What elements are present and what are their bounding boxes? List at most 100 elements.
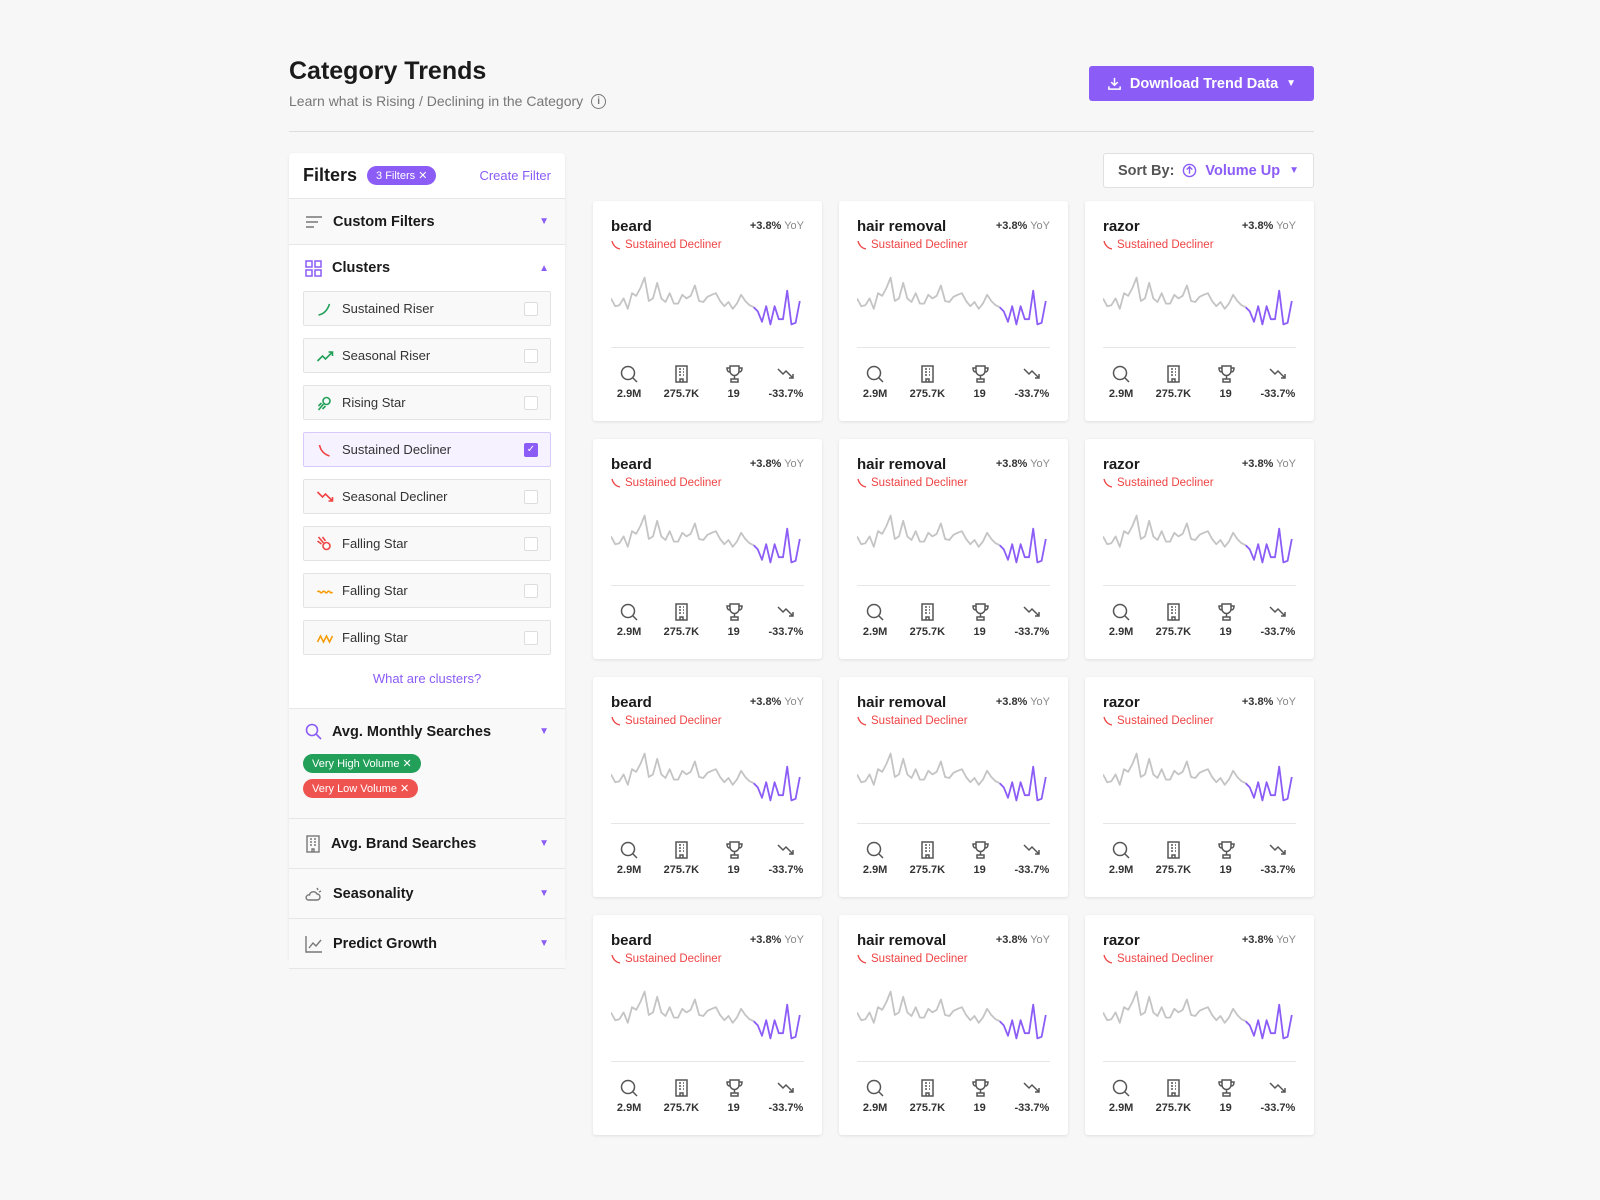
yoy-change: +3.8% YoY (750, 458, 804, 470)
trend-icon (1269, 606, 1286, 617)
card-divider (857, 1061, 1050, 1062)
trend-card[interactable]: hair removal +3.8% YoY Sustained Decline… (839, 439, 1068, 659)
card-divider (1103, 585, 1296, 586)
yoy-value: +3.8% (995, 934, 1028, 946)
forecast-line (1245, 765, 1293, 802)
trophy-icon (725, 1079, 743, 1097)
sparkline-chart (611, 990, 801, 1040)
cluster-item[interactable]: Seasonal Riser (303, 338, 551, 373)
download-trend-data-button[interactable]: Download Trend Data ▼ (1089, 66, 1314, 101)
filter-count-badge[interactable]: 3 Filters ✕ (367, 166, 437, 185)
yoy-suffix: YoY (1276, 696, 1296, 708)
stat-value: -33.7% (768, 864, 804, 876)
cluster-label: Seasonal Decliner (342, 489, 448, 504)
growth-stat: -33.7% (1253, 602, 1303, 638)
stat-value: 2.9M (1108, 864, 1134, 876)
cluster-checkbox[interactable] (524, 630, 538, 645)
trend-card[interactable]: hair removal +3.8% YoY Sustained Decline… (839, 677, 1068, 897)
yoy-change: +3.8% YoY (750, 220, 804, 232)
stat-value: 275.7K (1155, 388, 1192, 400)
predict-growth-section[interactable]: Predict Growth ▼ (289, 919, 565, 969)
cluster-checkbox[interactable] (524, 583, 538, 598)
trend-card[interactable]: beard +3.8% YoY Sustained Decliner 2.9M 2… (593, 677, 822, 897)
cluster-checkbox[interactable] (524, 301, 538, 316)
zigzag-icon (316, 633, 334, 644)
trend-card[interactable]: beard +3.8% YoY Sustained Decliner 2.9M 2… (593, 915, 822, 1135)
yoy-suffix: YoY (784, 934, 804, 946)
trend-card[interactable]: beard +3.8% YoY Sustained Decliner 2.9M 2… (593, 439, 822, 659)
monthly-searches-section[interactable]: Avg. Monthly Searches ▼ (289, 708, 565, 754)
trend-card[interactable]: razor +3.8% YoY Sustained Decliner 2.9M 2… (1085, 677, 1314, 897)
brand-searches-section[interactable]: Avg. Brand Searches ▼ (289, 819, 565, 869)
growth-stat: -33.7% (1253, 1078, 1303, 1114)
yoy-change: +3.8% YoY (750, 696, 804, 708)
trend-card[interactable]: beard +3.8% YoY Sustained Decliner 2.9M 2… (593, 201, 822, 421)
sustained-decliner-icon (318, 444, 330, 457)
cluster-checkbox[interactable] (524, 348, 538, 363)
rank-stat: 19 (1201, 364, 1251, 400)
page-title: Category Trends (289, 57, 487, 85)
cluster-tag: Sustained Decliner (611, 239, 722, 251)
cluster-name: Sustained Decliner (625, 477, 722, 489)
cluster-checkbox[interactable] (524, 489, 538, 504)
yoy-value: +3.8% (1241, 458, 1274, 470)
stat-value: 2.9M (862, 864, 888, 876)
cluster-name: Sustained Decliner (625, 239, 722, 251)
chip-label: Very Low Volume (312, 783, 397, 795)
sparkline-chart (611, 276, 801, 326)
yoy-suffix: YoY (784, 220, 804, 232)
cluster-item[interactable]: Sustained Riser (303, 291, 551, 326)
forecast-line (999, 1003, 1047, 1040)
seasonality-section[interactable]: Seasonality ▼ (289, 869, 565, 919)
cluster-item[interactable]: Falling Star (303, 526, 551, 561)
trend-card[interactable]: razor +3.8% YoY Sustained Decliner 2.9M 2… (1085, 439, 1314, 659)
yoy-change: +3.8% YoY (1242, 220, 1296, 232)
cluster-item[interactable]: Seasonal Decliner (303, 479, 551, 514)
keyword-name: hair removal (857, 456, 947, 473)
sort-label: Sort By: (1118, 162, 1175, 179)
create-filter-link[interactable]: Create Filter (479, 168, 551, 183)
searches-stat: 2.9M (850, 602, 900, 638)
trend-card[interactable]: hair removal +3.8% YoY Sustained Decline… (839, 915, 1068, 1135)
clusters-section[interactable]: Clusters ▲ (289, 245, 565, 291)
very-high-volume-chip[interactable]: Very High Volume ✕ (303, 754, 421, 773)
trophy-icon (1217, 603, 1235, 621)
sort-dropdown[interactable]: Sort By: Volume Up ▼ (1103, 153, 1314, 188)
cluster-label: Falling Star (342, 630, 408, 645)
what-are-clusters-link[interactable]: What are clusters? (372, 671, 482, 686)
custom-filters-section[interactable]: Custom Filters ▼ (289, 199, 565, 245)
stat-value: -33.7% (1260, 626, 1296, 638)
yoy-suffix: YoY (1030, 934, 1050, 946)
yoy-suffix: YoY (1276, 220, 1296, 232)
very-low-volume-chip[interactable]: Very Low Volume ✕ (303, 779, 419, 798)
cluster-checkbox[interactable] (524, 395, 538, 410)
info-icon[interactable]: i (591, 93, 607, 109)
stat-value: 275.7K (663, 864, 700, 876)
trend-card[interactable]: razor +3.8% YoY Sustained Decliner 2.9M 2… (1085, 915, 1314, 1135)
falling-star-icon (317, 535, 331, 550)
growth-stat: -33.7% (1253, 840, 1303, 876)
cluster-tag: Sustained Decliner (857, 477, 968, 489)
trophy-icon (1217, 1079, 1235, 1097)
cluster-item[interactable]: Rising Star (303, 385, 551, 420)
cluster-label: Seasonal Riser (342, 348, 431, 363)
trend-card[interactable]: hair removal +3.8% YoY Sustained Decline… (839, 201, 1068, 421)
section-label: Avg. Monthly Searches (332, 723, 492, 740)
cluster-tag: Sustained Decliner (611, 953, 722, 965)
brand-searches-stat: 275.7K (1148, 840, 1198, 876)
card-stats: 2.9M 275.7K 19 -33.7% (1095, 364, 1304, 400)
cluster-checkbox[interactable]: ✓ (524, 442, 538, 457)
trend-icon (1269, 368, 1286, 379)
sparkline-chart (857, 276, 1047, 326)
search-icon (866, 841, 884, 859)
trend-card[interactable]: razor +3.8% YoY Sustained Decliner 2.9M 2… (1085, 201, 1314, 421)
cluster-checkbox[interactable] (524, 536, 538, 551)
cluster-item[interactable]: Falling Star (303, 620, 551, 655)
building-icon (921, 603, 935, 621)
stat-value: -33.7% (1014, 626, 1050, 638)
building-icon (675, 841, 689, 859)
cluster-item[interactable]: Falling Star (303, 573, 551, 608)
trophy-icon (725, 841, 743, 859)
cluster-item[interactable]: Sustained Decliner ✓ (303, 432, 551, 467)
card-stats: 2.9M 275.7K 19 -33.7% (849, 602, 1058, 638)
